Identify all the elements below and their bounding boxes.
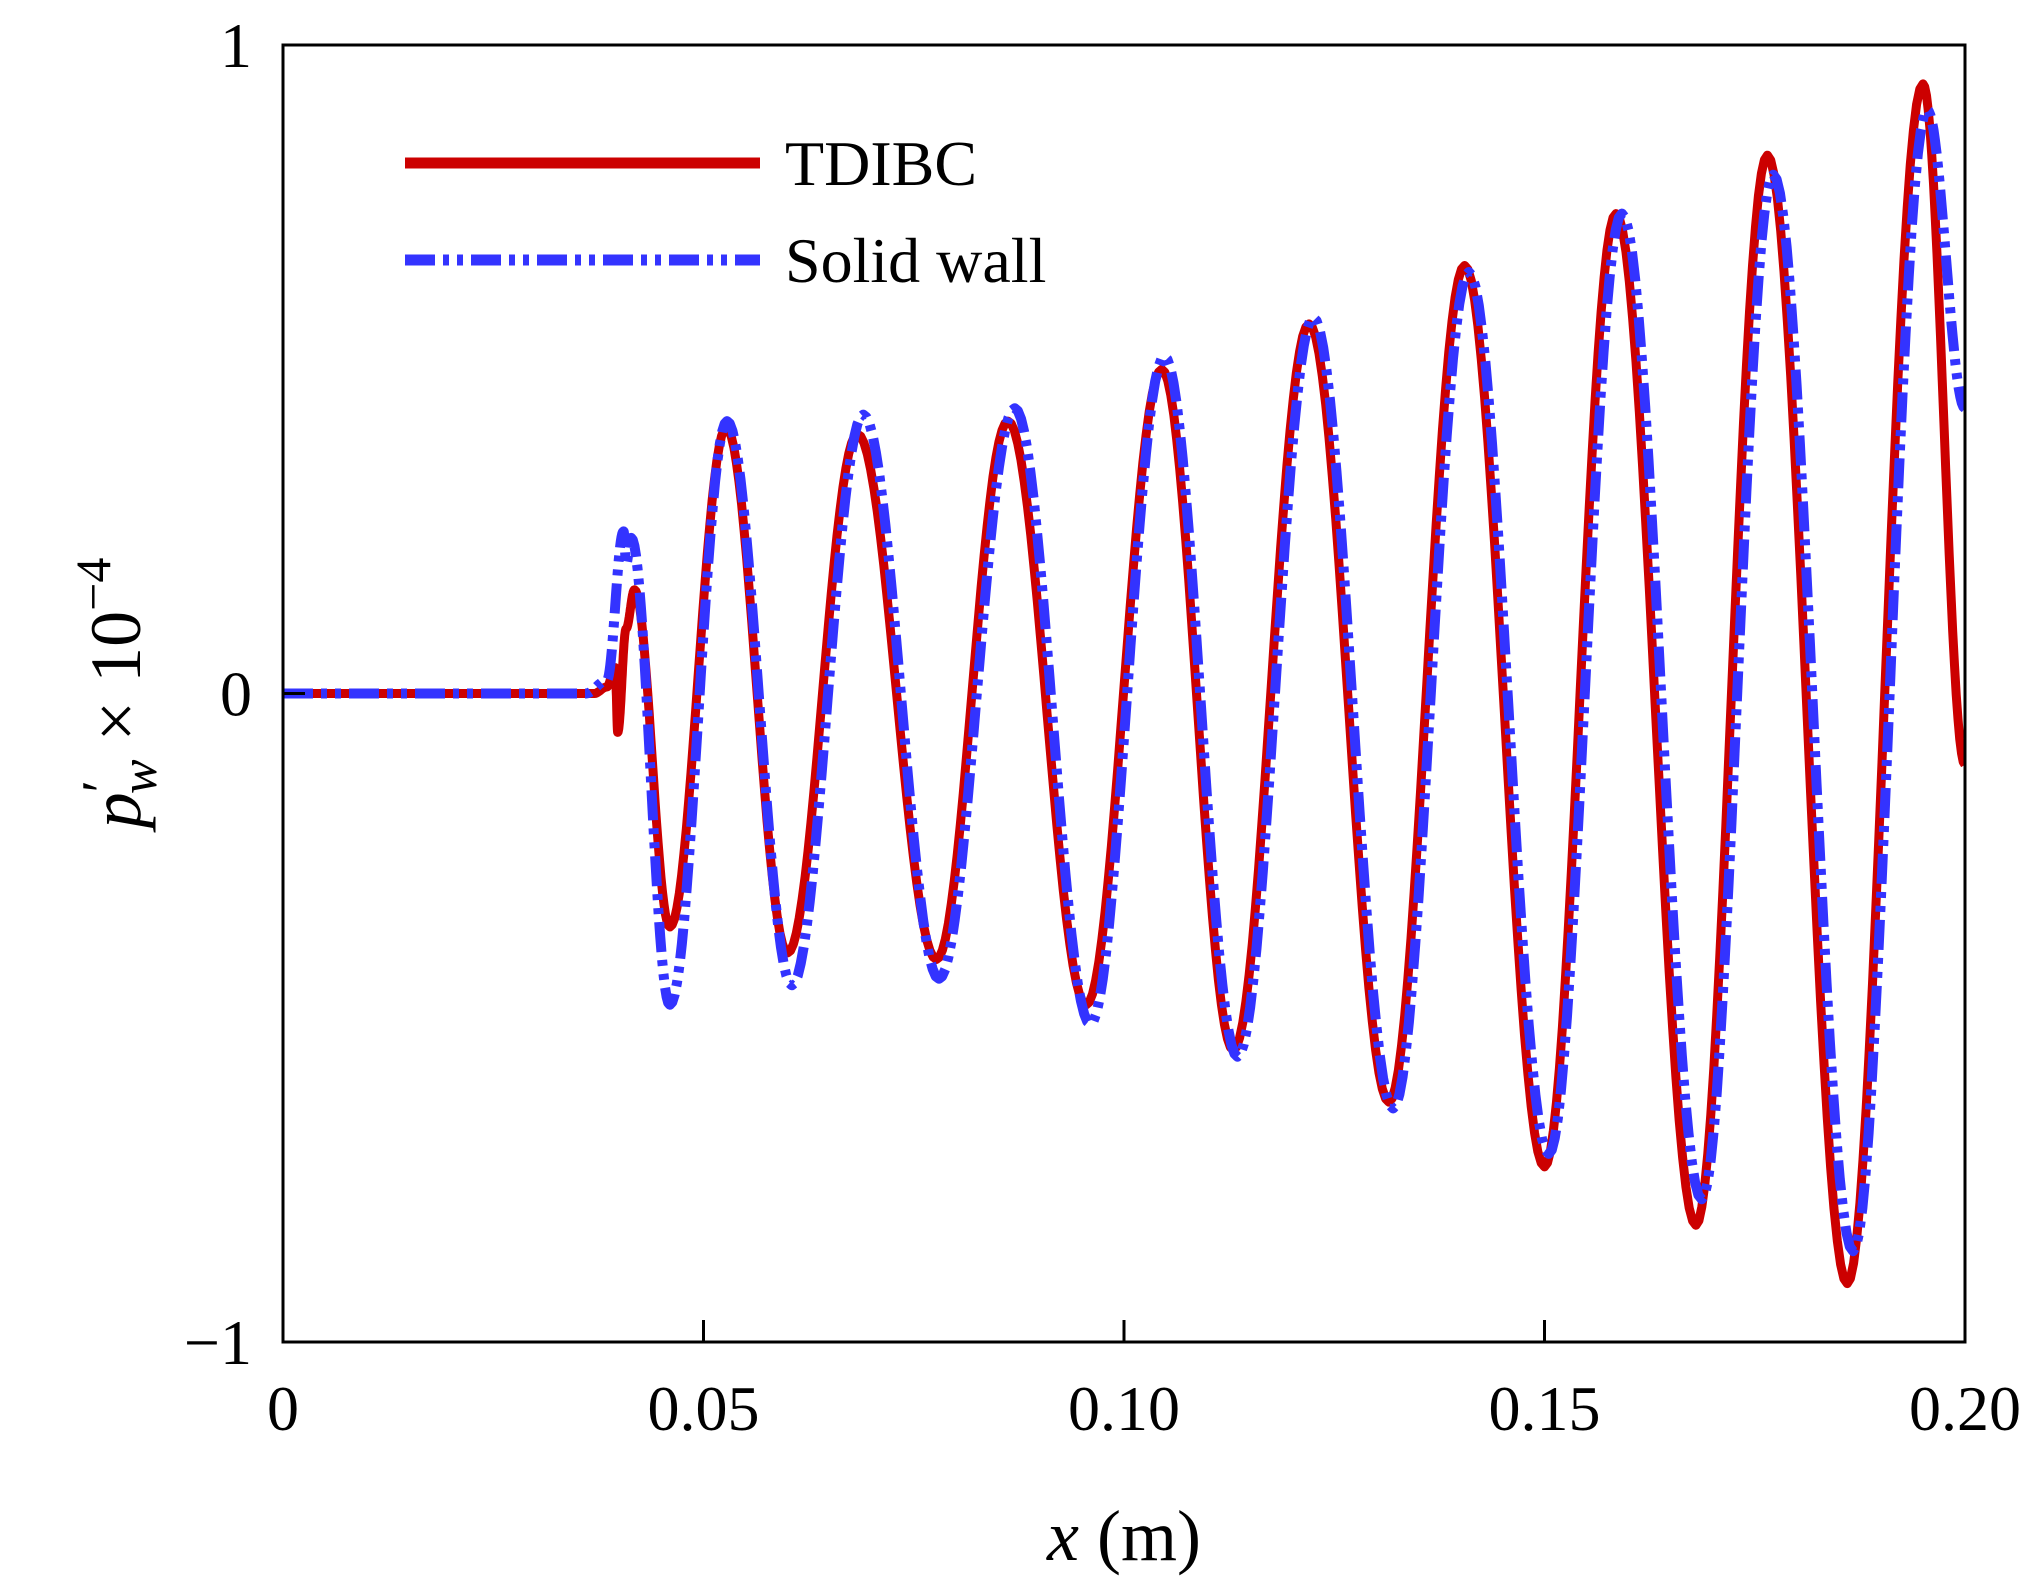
x-axis-title-unit: (m) [1079,1496,1201,1576]
y-tick-label: 0 [220,659,252,730]
x-tick-label: 0.05 [648,1373,760,1444]
legend: TDIBC Solid wall [405,128,1046,296]
y-tick-label: 1 [220,10,252,81]
series-line-solid-wall [283,104,1965,1257]
x-tick-label: 0.20 [1909,1373,2021,1444]
y-axis-title-times: × 10 [76,611,156,760]
y-axis-title: p′w × 10−4 [65,558,168,834]
y-axis-title-exp: −4 [65,558,121,611]
legend-label-tdibc: TDIBC [785,128,977,199]
y-axis-title-base: p [76,792,156,833]
tick-layer: 0 0.05 0.10 0.15 0.20−101 [184,10,2021,1444]
series-layer [283,79,1965,1289]
x-tick-label: 0 [267,1373,299,1444]
y-tick-label: −1 [184,1307,252,1378]
y-axis-title-sub: w [111,759,168,794]
legend-label-solid-wall: Solid wall [785,225,1046,296]
x-axis-title-var: x [1046,1496,1079,1576]
y-axis-title-prime: ′ [71,780,133,792]
x-tick-label: 0.15 [1489,1373,1601,1444]
series-line-tdibc [283,79,1965,1289]
x-axis-title: x (m) [1046,1496,1201,1576]
x-tick-label: 0.10 [1068,1373,1180,1444]
